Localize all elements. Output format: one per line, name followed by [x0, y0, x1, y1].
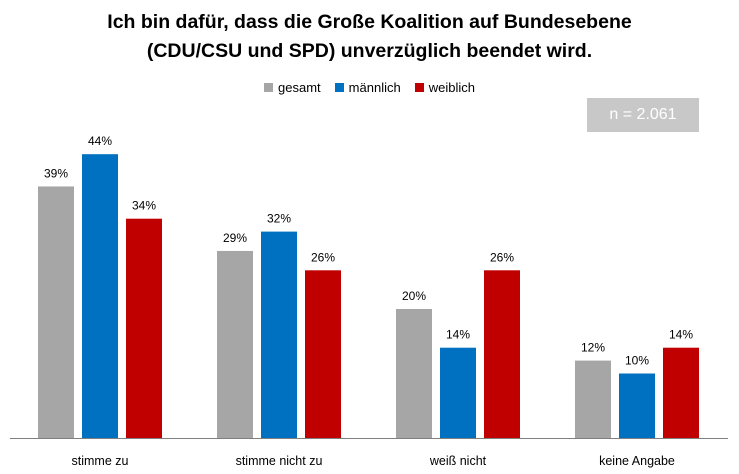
title-line-2: (CDU/CSU und SPD) unverzüglich beendet w…	[146, 40, 593, 62]
legend-swatch-maennlich	[334, 83, 344, 92]
data-label-gesamt-stimme-zu: 39%	[44, 166, 68, 180]
bar-mannlich-stimme-zu	[82, 154, 118, 438]
bar-weiblich-stimme-nicht-zu	[305, 270, 341, 438]
chart-title: Ich bin dafür, dass die Große Koalition …	[0, 8, 739, 66]
bar-mannlich-stimme-nicht-zu	[261, 231, 297, 438]
bar-mannlich-keine-angabe	[619, 373, 655, 438]
legend-swatch-gesamt	[264, 83, 274, 92]
bar-gesamt-keine-angabe	[575, 360, 611, 438]
data-label-weiblich-keine-angabe: 14%	[669, 328, 693, 342]
legend: gesamt männlich weiblich	[0, 80, 739, 95]
legend-swatch-weiblich	[414, 83, 424, 92]
legend-item-maennlich: männlich	[334, 80, 401, 95]
data-label-gesamt-stimme-nicht-zu: 29%	[223, 231, 247, 245]
bar-weiblich-stimme-zu	[126, 218, 162, 438]
data-label-mannlich-stimme-nicht-zu: 32%	[267, 212, 291, 226]
bar-gesamt-weiss-nicht	[396, 309, 432, 438]
category-label-stimme-nicht-zu: stimme nicht zu	[236, 454, 323, 468]
bar-mannlich-weiss-nicht	[440, 347, 476, 438]
data-label-weiblich-stimme-zu: 34%	[132, 199, 156, 213]
data-label-mannlich-stimme-zu: 44%	[88, 134, 112, 148]
bar-weiblich-weiss-nicht	[484, 270, 520, 438]
legend-label-gesamt: gesamt	[278, 80, 321, 95]
data-label-mannlich-keine-angabe: 10%	[625, 354, 649, 368]
data-label-weiblich-stimme-nicht-zu: 26%	[311, 250, 335, 264]
data-label-mannlich-weiss-nicht: 14%	[446, 328, 470, 342]
category-label-stimme-zu: stimme zu	[72, 454, 129, 468]
legend-label-maennlich: männlich	[348, 80, 401, 95]
data-label-weiblich-weiss-nicht: 26%	[490, 250, 514, 264]
sample-size-badge: n = 2.061	[587, 98, 699, 132]
title-line-1: Ich bin dafür, dass die Große Koalition …	[107, 11, 632, 33]
category-label-weiss-nicht: weiß nicht	[429, 454, 487, 468]
data-label-gesamt-weiss-nicht: 20%	[402, 289, 426, 303]
legend-item-gesamt: gesamt	[264, 80, 321, 95]
legend-item-weiblich: weiblich	[414, 80, 475, 95]
bar-gesamt-stimme-nicht-zu	[217, 250, 253, 438]
category-label-keine-angabe: keine Angabe	[599, 454, 675, 468]
bar-gesamt-stimme-zu	[38, 186, 74, 438]
bar-weiblich-keine-angabe	[663, 347, 699, 438]
legend-label-weiblich: weiblich	[428, 80, 475, 95]
data-label-gesamt-keine-angabe: 12%	[581, 341, 605, 355]
